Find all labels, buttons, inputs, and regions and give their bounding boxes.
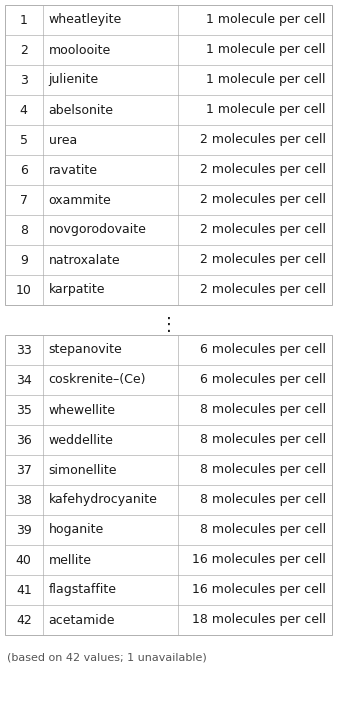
Text: ⋮: ⋮ — [159, 316, 178, 334]
Text: oxammite: oxammite — [49, 194, 111, 207]
Text: 2 molecules per cell: 2 molecules per cell — [200, 284, 326, 297]
Text: whewellite: whewellite — [49, 403, 116, 417]
Text: 18 molecules per cell: 18 molecules per cell — [192, 613, 326, 626]
Text: 2 molecules per cell: 2 molecules per cell — [200, 194, 326, 207]
Text: urea: urea — [49, 134, 77, 147]
Text: flagstaffite: flagstaffite — [49, 583, 117, 596]
Text: coskrenite–(Ce): coskrenite–(Ce) — [49, 373, 146, 387]
Text: 6 molecules per cell: 6 molecules per cell — [200, 343, 326, 357]
Text: 5: 5 — [20, 134, 28, 147]
Text: 35: 35 — [16, 403, 32, 417]
Text: wheatleyite: wheatleyite — [49, 14, 122, 26]
Text: 40: 40 — [16, 553, 32, 566]
Text: 8 molecules per cell: 8 molecules per cell — [200, 493, 326, 506]
Text: abelsonite: abelsonite — [49, 104, 114, 117]
Text: mellite: mellite — [49, 553, 92, 566]
Text: 39: 39 — [16, 523, 32, 536]
Text: moolooite: moolooite — [49, 44, 111, 56]
Text: 1 molecule per cell: 1 molecule per cell — [207, 14, 326, 26]
Text: novgorodovaite: novgorodovaite — [49, 224, 147, 237]
Text: 6: 6 — [20, 164, 28, 177]
Text: natroxalate: natroxalate — [49, 254, 120, 267]
Text: hoganite: hoganite — [49, 523, 104, 536]
Text: 37: 37 — [16, 463, 32, 476]
Text: 1: 1 — [20, 14, 28, 26]
Text: 10: 10 — [16, 284, 32, 297]
Text: 16 molecules per cell: 16 molecules per cell — [192, 583, 326, 596]
Text: 6 molecules per cell: 6 molecules per cell — [200, 373, 326, 387]
Text: (based on 42 values; 1 unavailable): (based on 42 values; 1 unavailable) — [7, 653, 207, 663]
Text: simonellite: simonellite — [49, 463, 117, 476]
Text: 36: 36 — [16, 433, 32, 446]
Text: kafehydrocyanite: kafehydrocyanite — [49, 493, 157, 506]
Text: 38: 38 — [16, 493, 32, 506]
Text: 8 molecules per cell: 8 molecules per cell — [200, 463, 326, 476]
Text: 1 molecule per cell: 1 molecule per cell — [207, 74, 326, 87]
Text: 33: 33 — [16, 343, 32, 357]
Text: 9: 9 — [20, 254, 28, 267]
Text: 2 molecules per cell: 2 molecules per cell — [200, 224, 326, 237]
Text: 8 molecules per cell: 8 molecules per cell — [200, 523, 326, 536]
Text: 8 molecules per cell: 8 molecules per cell — [200, 433, 326, 446]
Bar — [5, 5, 332, 305]
Text: karpatite: karpatite — [49, 284, 105, 297]
Text: stepanovite: stepanovite — [49, 343, 122, 357]
Text: 4: 4 — [20, 104, 28, 117]
Text: 2 molecules per cell: 2 molecules per cell — [200, 164, 326, 177]
Text: 8 molecules per cell: 8 molecules per cell — [200, 403, 326, 417]
Text: 34: 34 — [16, 373, 32, 387]
Text: weddellite: weddellite — [49, 433, 114, 446]
Text: 1 molecule per cell: 1 molecule per cell — [207, 44, 326, 56]
Text: ravatite: ravatite — [49, 164, 98, 177]
Text: 2: 2 — [20, 44, 28, 56]
Bar — [5, 335, 332, 635]
Text: 42: 42 — [16, 613, 32, 626]
Text: 2 molecules per cell: 2 molecules per cell — [200, 254, 326, 267]
Text: 16 molecules per cell: 16 molecules per cell — [192, 553, 326, 566]
Text: 3: 3 — [20, 74, 28, 87]
Text: 1 molecule per cell: 1 molecule per cell — [207, 104, 326, 117]
Text: julienite: julienite — [49, 74, 99, 87]
Text: 8: 8 — [20, 224, 28, 237]
Text: acetamide: acetamide — [49, 613, 115, 626]
Text: 7: 7 — [20, 194, 28, 207]
Text: 2 molecules per cell: 2 molecules per cell — [200, 134, 326, 147]
Text: 41: 41 — [16, 583, 32, 596]
